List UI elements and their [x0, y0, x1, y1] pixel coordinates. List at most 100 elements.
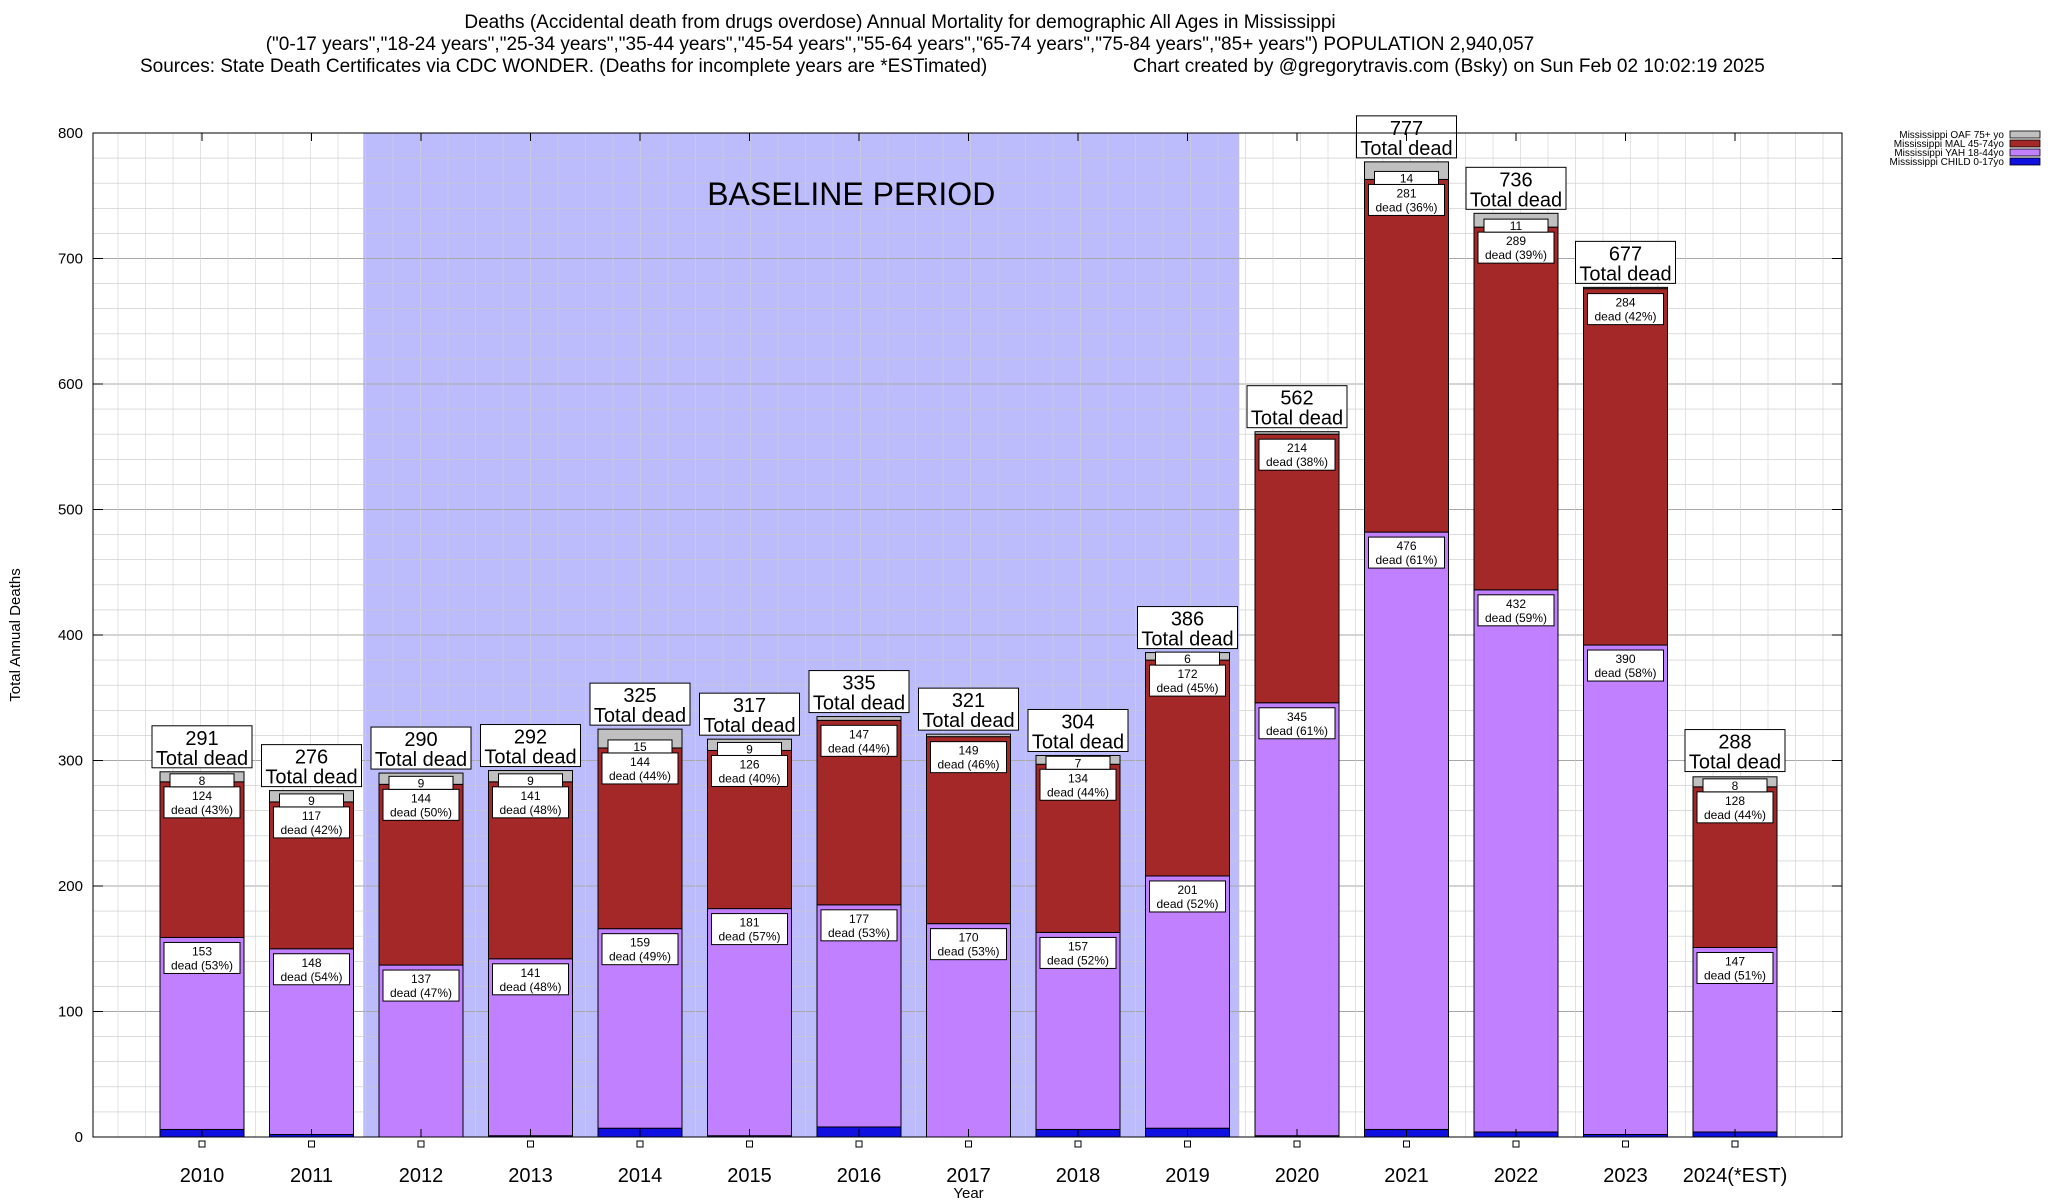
- yah-label-box: [820, 909, 898, 942]
- oaf-label-box: [1702, 778, 1768, 793]
- oaf-label-box: [1483, 218, 1549, 233]
- total-label-text: Total dead: [1141, 629, 1233, 651]
- bar-segment-oaf: [1583, 286, 1668, 290]
- bar-segment-oaf: [816, 716, 902, 721]
- bar-segment-yah: [1583, 644, 1668, 1135]
- oaf-label-box: [388, 775, 454, 790]
- x-axis-label: Year: [953, 1185, 983, 1200]
- y-tick-label: 500: [58, 502, 83, 519]
- total-label-count: 677: [1609, 243, 1642, 265]
- total-label-count: 335: [842, 673, 875, 695]
- total-label-box: [1246, 385, 1348, 429]
- yah-label-box: [163, 941, 241, 974]
- oaf-label-count: 8: [199, 774, 206, 788]
- total-label-count: 276: [295, 747, 328, 769]
- yah-label-count: 390: [1615, 652, 1635, 666]
- total-label-count: 304: [1061, 711, 1094, 733]
- oaf-label-box: [717, 741, 782, 756]
- mal-label-box: [930, 741, 1007, 774]
- mal-label-count: 149: [958, 744, 978, 758]
- total-label-count: 288: [1718, 732, 1751, 754]
- y-tick-label: 400: [58, 627, 83, 644]
- yah-label-pct: dead (53%): [171, 958, 233, 972]
- mal-label-count: 147: [849, 727, 869, 741]
- x-tick-label: 2018: [1056, 1165, 1101, 1187]
- legend-label: Mississippi MAL 45-74yo: [1894, 139, 2005, 150]
- total-label-text: Total dead: [1689, 752, 1781, 774]
- child-marker: [1403, 1140, 1410, 1148]
- mal-label-box: [711, 754, 788, 787]
- mal-label-count: 281: [1396, 186, 1416, 200]
- yah-label-pct: dead (53%): [828, 926, 890, 940]
- mal-label-box: [382, 788, 460, 821]
- total-label-box: [699, 692, 800, 736]
- oaf-label-box: [1374, 170, 1439, 185]
- y-tick-label: 200: [58, 878, 83, 895]
- x-tick-label: 2021: [1384, 1165, 1429, 1187]
- oaf-label-count: 8: [1732, 779, 1739, 793]
- child-marker: [965, 1140, 972, 1148]
- child-marker: [636, 1140, 644, 1148]
- total-label-count: 291: [185, 728, 218, 750]
- mal-label-box: [1696, 791, 1774, 824]
- mal-label-box: [1258, 438, 1336, 471]
- mal-label-box: [1039, 768, 1117, 801]
- x-tick-label: 2023: [1603, 1165, 1648, 1187]
- mal-label-pct: dead (48%): [499, 803, 561, 817]
- yah-label-count: 153: [192, 944, 212, 958]
- yah-label-pct: dead (58%): [1594, 666, 1656, 680]
- total-label-count: 777: [1390, 118, 1423, 140]
- legend-swatch: [2009, 157, 2041, 166]
- y-tick-label: 100: [58, 1004, 83, 1021]
- yah-label-box: [601, 933, 679, 966]
- mal-label-pct: dead (38%): [1266, 455, 1328, 469]
- yah-label-count: 148: [301, 956, 321, 970]
- yah-label-box: [1368, 536, 1445, 569]
- x-tick-label: 2024(*EST): [1683, 1165, 1788, 1187]
- oaf-label-count: 7: [1075, 756, 1082, 770]
- total-label-box: [808, 670, 910, 714]
- y-axis-label: Total Annual Deaths: [7, 568, 24, 701]
- yah-label-pct: dead (48%): [499, 980, 561, 994]
- mal-label-pct: dead (39%): [1485, 248, 1547, 262]
- yah-label-count: 476: [1396, 539, 1416, 553]
- child-marker: [417, 1140, 425, 1148]
- y-tick-label: 800: [58, 125, 83, 142]
- total-label-text: Total dead: [484, 747, 576, 769]
- bar-segment-yah: [816, 904, 902, 1128]
- mal-label-box: [492, 786, 569, 819]
- mal-label-box: [163, 786, 241, 819]
- yah-label-count: 181: [739, 916, 759, 930]
- mal-label-box: [1368, 183, 1445, 216]
- legend-label: Mississippi CHILD 0-17yo: [1890, 157, 2005, 168]
- total-label-box: [370, 726, 472, 770]
- bar-segment-oaf: [926, 733, 1011, 738]
- oaf-label-count: 9: [308, 794, 315, 808]
- yah-label-count: 147: [1725, 954, 1745, 968]
- oaf-label-box: [1045, 755, 1111, 770]
- mal-label-pct: dead (42%): [280, 823, 342, 837]
- oaf-label-box: [607, 739, 673, 754]
- legend-swatch: [2009, 139, 2041, 148]
- mal-label-pct: dead (43%): [171, 803, 233, 817]
- y-tick-label: 700: [58, 251, 83, 268]
- total-label-box: [151, 725, 253, 769]
- y-tick-label: 300: [58, 753, 83, 770]
- mal-label-count: 172: [1177, 667, 1197, 681]
- mal-label-count: 128: [1725, 794, 1745, 808]
- total-label-text: Total dead: [265, 767, 357, 789]
- legend-label: Mississippi YAH 18-44yo: [1894, 148, 2004, 159]
- chart-credit: Chart created by @gregorytravis.com (Bsk…: [1133, 56, 1765, 77]
- mal-label-box: [820, 724, 898, 757]
- x-tick-label: 2010: [180, 1165, 225, 1187]
- oaf-label-count: 11: [1510, 219, 1523, 233]
- mal-label-count: 141: [520, 789, 540, 803]
- mal-label-count: 117: [302, 809, 321, 823]
- total-label-count: 292: [514, 727, 547, 749]
- x-tick-label: 2011: [290, 1165, 333, 1187]
- total-label-text: Total dead: [1032, 731, 1124, 753]
- bar-segment-yah: [1364, 531, 1449, 1130]
- mal-label-count: 289: [1506, 234, 1526, 248]
- oaf-label-count: 15: [633, 740, 647, 754]
